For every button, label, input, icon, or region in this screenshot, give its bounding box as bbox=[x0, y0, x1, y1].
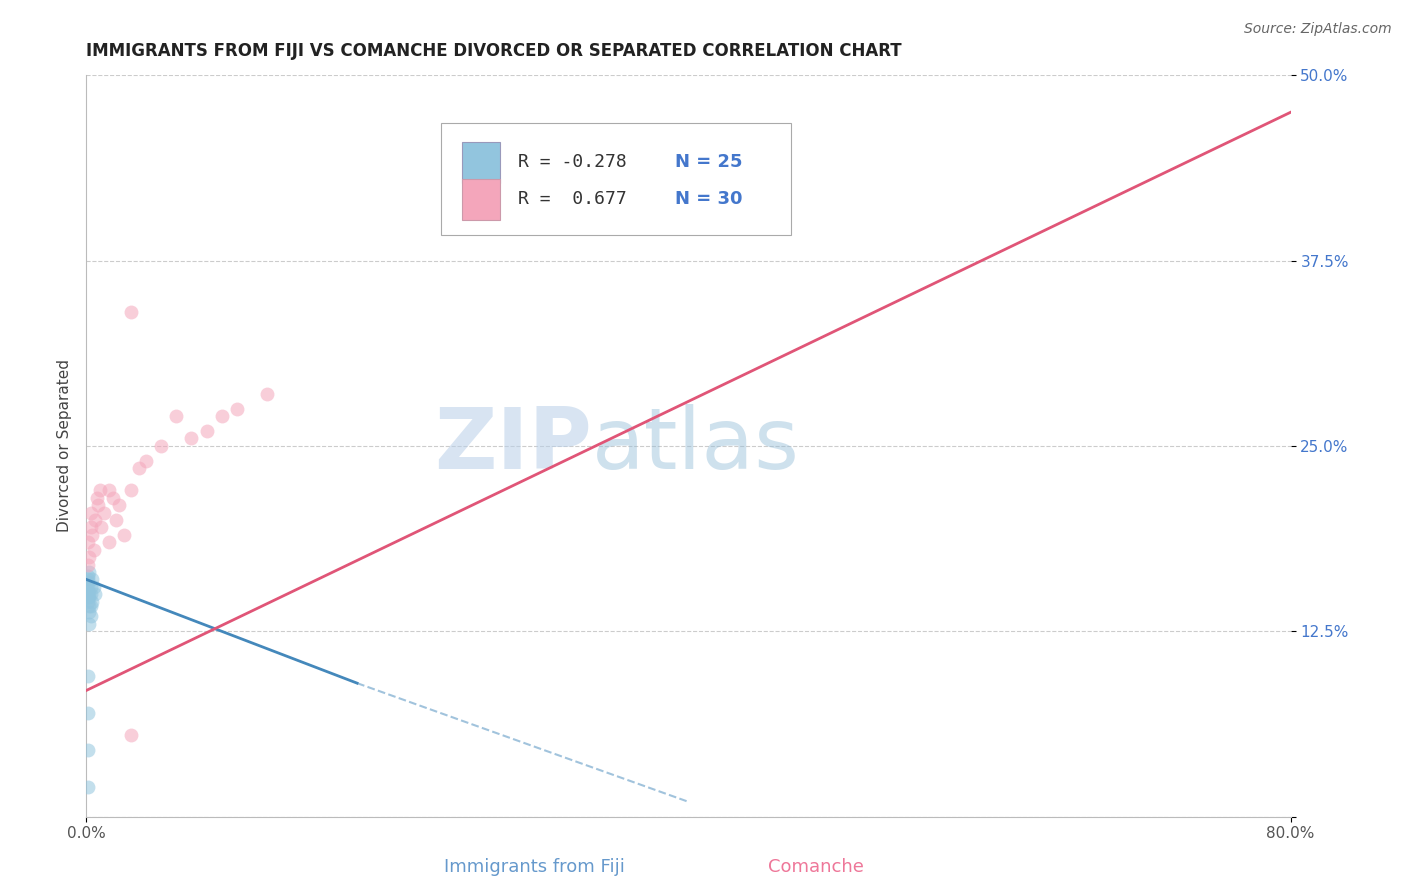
Point bbox=[76, 590, 98, 604]
Point bbox=[87, 498, 110, 512]
FancyBboxPatch shape bbox=[441, 123, 790, 235]
Point bbox=[76, 580, 98, 594]
Point bbox=[101, 491, 124, 505]
Bar bbox=[463, 142, 501, 183]
Text: N = 30: N = 30 bbox=[675, 190, 742, 209]
Point bbox=[76, 575, 98, 590]
Point bbox=[80, 594, 103, 608]
Point bbox=[76, 743, 98, 757]
Point bbox=[180, 432, 202, 446]
Text: Comanche: Comanche bbox=[768, 858, 863, 876]
Point bbox=[93, 506, 115, 520]
Point bbox=[108, 498, 131, 512]
Point bbox=[225, 401, 247, 416]
Text: ZIP: ZIP bbox=[434, 404, 592, 487]
Point bbox=[120, 305, 142, 319]
Point bbox=[79, 609, 101, 624]
Point bbox=[83, 542, 105, 557]
Point bbox=[84, 513, 107, 527]
Point bbox=[77, 565, 100, 579]
Point bbox=[84, 587, 107, 601]
Point bbox=[76, 569, 98, 583]
Point bbox=[195, 424, 218, 438]
Text: R = -0.278: R = -0.278 bbox=[519, 153, 627, 171]
Point bbox=[77, 550, 100, 565]
Point bbox=[77, 599, 100, 613]
Point bbox=[76, 572, 98, 586]
Point bbox=[76, 584, 98, 599]
Point bbox=[105, 513, 128, 527]
Point bbox=[83, 580, 105, 594]
Text: R =  0.677: R = 0.677 bbox=[519, 190, 627, 209]
Point bbox=[76, 780, 98, 794]
Point bbox=[120, 483, 142, 498]
Text: Immigrants from Fiji: Immigrants from Fiji bbox=[444, 858, 624, 876]
Point bbox=[135, 454, 157, 468]
Text: N = 25: N = 25 bbox=[675, 153, 742, 171]
Point bbox=[150, 439, 173, 453]
Point bbox=[128, 461, 150, 475]
Point bbox=[165, 409, 187, 424]
Point bbox=[77, 605, 100, 619]
Bar bbox=[463, 179, 501, 219]
Y-axis label: Divorced or Separated: Divorced or Separated bbox=[58, 359, 72, 533]
Point bbox=[80, 572, 103, 586]
Point bbox=[89, 483, 111, 498]
Point bbox=[76, 594, 98, 608]
Point bbox=[97, 483, 120, 498]
Point bbox=[86, 491, 108, 505]
Point bbox=[77, 616, 100, 631]
Point bbox=[76, 535, 98, 549]
Point bbox=[112, 528, 135, 542]
Point bbox=[90, 520, 112, 534]
Point bbox=[76, 706, 98, 720]
Text: Source: ZipAtlas.com: Source: ZipAtlas.com bbox=[1244, 22, 1392, 37]
Point bbox=[120, 728, 142, 742]
Point bbox=[79, 587, 101, 601]
Point bbox=[97, 535, 120, 549]
Point bbox=[77, 587, 100, 601]
Point bbox=[80, 528, 103, 542]
Text: atlas: atlas bbox=[592, 404, 800, 487]
Point bbox=[79, 580, 101, 594]
Point bbox=[77, 590, 100, 604]
Point bbox=[76, 669, 98, 683]
Point bbox=[79, 520, 101, 534]
Point bbox=[211, 409, 233, 424]
Point bbox=[79, 506, 101, 520]
Point bbox=[79, 599, 101, 613]
Text: IMMIGRANTS FROM FIJI VS COMANCHE DIVORCED OR SEPARATED CORRELATION CHART: IMMIGRANTS FROM FIJI VS COMANCHE DIVORCE… bbox=[86, 42, 901, 60]
Point bbox=[256, 387, 278, 401]
Point bbox=[76, 558, 98, 572]
